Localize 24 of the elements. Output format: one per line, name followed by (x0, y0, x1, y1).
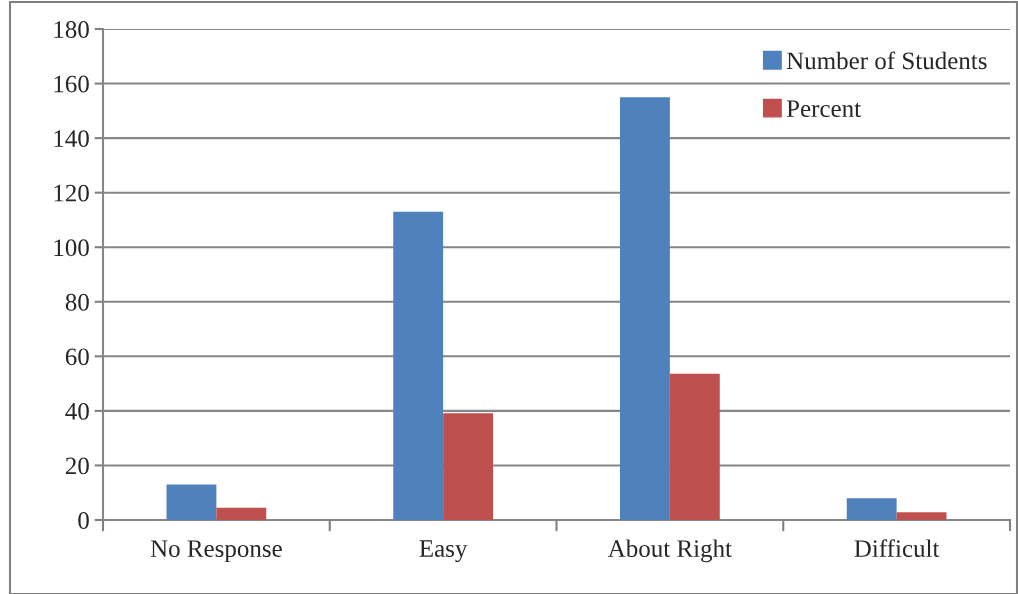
bar (216, 507, 267, 520)
bar (896, 512, 947, 520)
bar (619, 97, 670, 520)
legend-label: Percent (786, 100, 861, 118)
x-tick-label: Easy (419, 540, 468, 563)
y-tick-label: 40 (65, 402, 89, 420)
y-tick-label: 0 (78, 512, 89, 529)
y-tick-label: 180 (54, 21, 89, 38)
x-tick-label: Difficult (854, 539, 940, 558)
y-tick-label: 80 (65, 293, 89, 311)
x-tick-label: About Right (607, 539, 732, 563)
y-tick-label: 120 (54, 184, 89, 202)
y-tick-label: 160 (54, 75, 89, 93)
bar (443, 413, 494, 520)
y-tick-label: 100 (54, 239, 89, 257)
bar (669, 373, 720, 520)
y-tick-label: 140 (54, 130, 89, 148)
bar (846, 498, 897, 520)
legend-label: Number of Students (786, 51, 987, 70)
x-tick-label: No Response (150, 540, 282, 563)
y-tick-label: 20 (65, 457, 89, 475)
y-tick-label: 60 (65, 348, 89, 366)
bar (166, 484, 217, 520)
bar (393, 211, 444, 520)
